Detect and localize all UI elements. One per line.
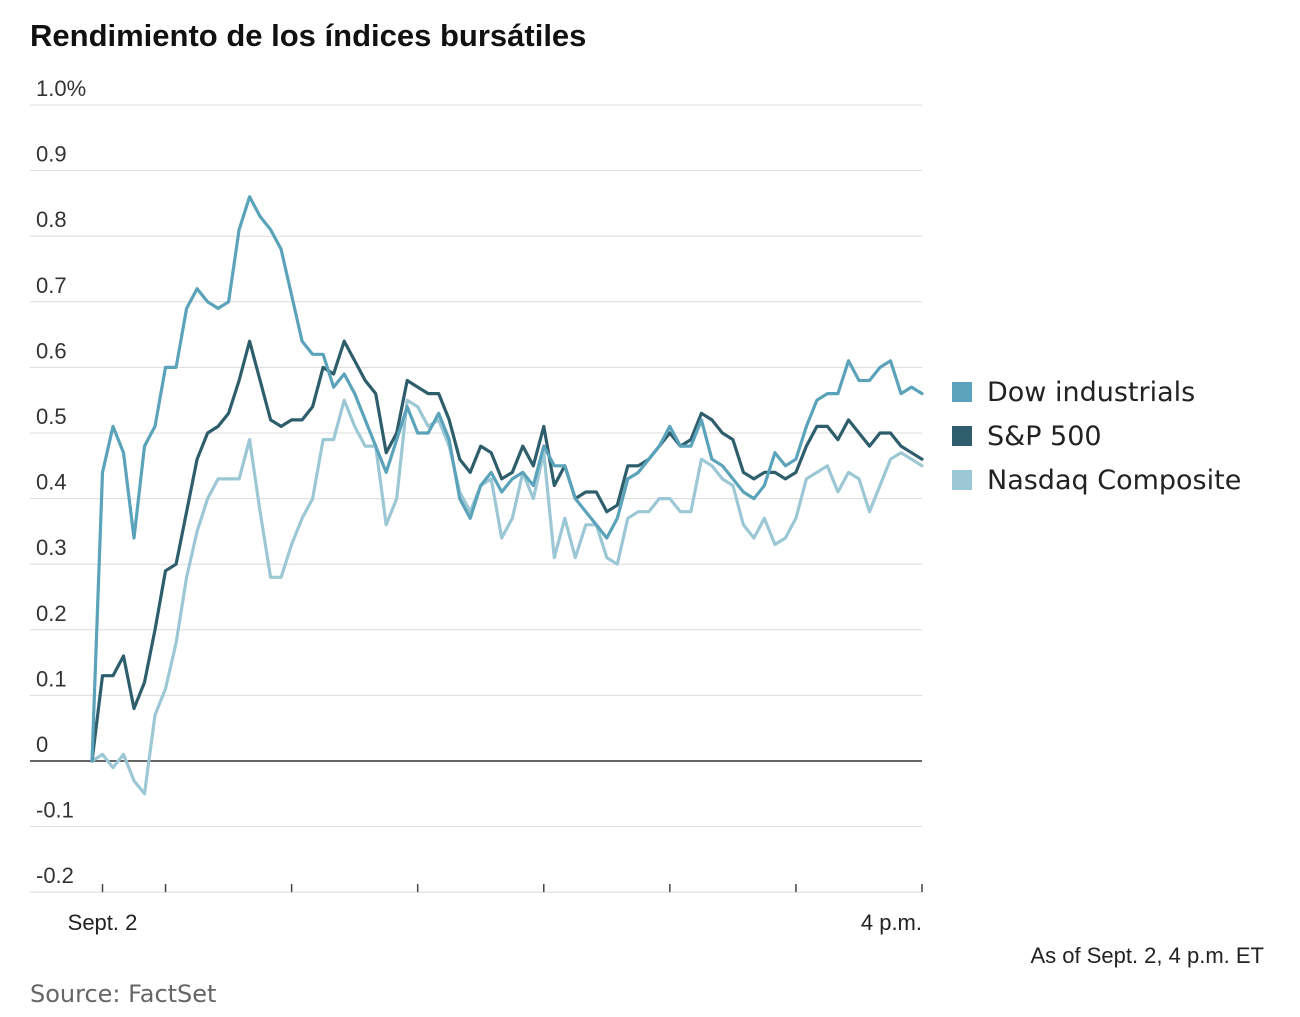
legend-item-sp500: S&P 500 [952, 414, 1241, 458]
legend-swatch-sp500 [952, 426, 972, 446]
as-of-note: As of Sept. 2, 4 p.m. ET [1030, 943, 1264, 968]
chart-title: Rendimiento de los índices bursátiles [30, 18, 587, 53]
legend-item-dow: Dow industrials [952, 370, 1241, 414]
y-tick-label-10: 0 [36, 732, 48, 757]
series-line-nasdaq-composite [90, 398, 924, 796]
x-label-0: Sept. 2 [68, 910, 138, 935]
x-axis: Sept. 2 4 p.m. [68, 884, 923, 935]
y-tick-label-8: 0.2 [36, 601, 67, 626]
y-tick-label-12: -0.2 [36, 863, 74, 888]
y-axis-tick-labels: 1.0% 0.9 0.8 0.7 0.6 0.5 0.4 0.3 0.2 0.1 0 -0.1 -0.2 [36, 76, 86, 888]
series-line-s-p-500 [90, 339, 924, 763]
y-tick-label-9: 0.1 [36, 666, 67, 691]
y-tick-label-6: 0.4 [36, 470, 67, 495]
legend-swatch-nasdaq [952, 470, 972, 490]
y-tick-label-7: 0.3 [36, 535, 67, 560]
legend-label-nasdaq: Nasdaq Composite [987, 464, 1242, 496]
legend-swatch-dow [952, 382, 972, 402]
y-tick-label-1: 0.9 [36, 142, 67, 167]
y-tick-label-2: 0.8 [36, 207, 67, 232]
x-label-1: 4 p.m. [861, 910, 922, 935]
y-tick-label-11: -0.1 [36, 798, 74, 823]
legend-label-dow: Dow industrials [987, 376, 1196, 408]
source-note: Source: FactSet [30, 980, 217, 1008]
y-tick-label-5: 0.5 [36, 404, 67, 429]
y-tick-label-3: 0.7 [36, 273, 67, 298]
legend-label-sp500: S&P 500 [987, 420, 1102, 452]
series-line-dow-industrials [90, 195, 924, 763]
y-tick-label-4: 0.6 [36, 338, 67, 363]
legend-item-nasdaq: Nasdaq Composite [952, 458, 1241, 502]
legend: Dow industrials S&P 500 Nasdaq Composite [952, 370, 1241, 502]
y-tick-label-0: 1.0% [36, 76, 86, 101]
series-lines [90, 195, 924, 796]
